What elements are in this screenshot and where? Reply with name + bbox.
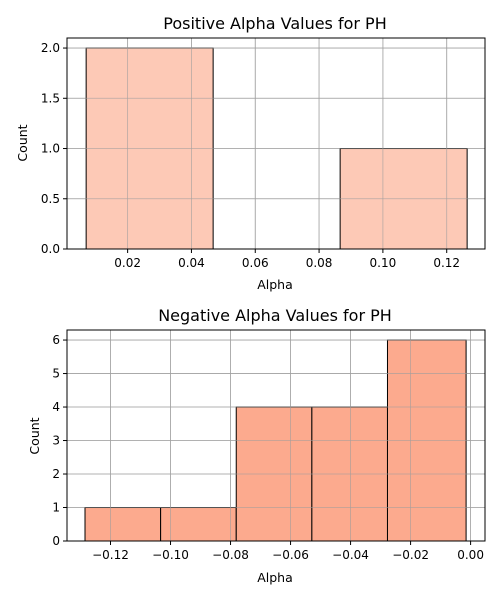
y-tick-label: 1.0 [41,142,60,156]
x-tick-label: 0.06 [242,256,269,270]
x-tick-label: 0.12 [433,256,460,270]
x-tick-label: −0.10 [152,548,189,562]
x-ticks: −0.12 −0.10 −0.08 −0.06 −0.04 −0.02 0.00 [92,541,484,562]
x-tick-label: −0.06 [272,548,309,562]
y-ticks: 0.0 0.5 1.0 1.5 2.0 [41,41,67,256]
y-tick-label: 1.5 [41,91,60,105]
y-ticks: 0 1 2 3 4 5 6 [52,333,67,548]
x-tick-label: 0.08 [306,256,333,270]
x-tick-label: 0.02 [114,256,141,270]
x-axis-label: Alpha [257,570,293,585]
chart-title: Negative Alpha Values for PH [158,306,392,325]
grid-overlay [67,330,485,542]
x-tick-label: −0.04 [332,548,369,562]
x-tick-label: −0.08 [212,548,249,562]
y-axis-label: Count [15,124,30,161]
x-ticks: 0.02 0.04 0.06 0.08 0.10 0.12 [114,249,460,270]
x-tick-label: 0.10 [370,256,397,270]
x-tick-label: 0.00 [457,548,484,562]
y-tick-label: 2.0 [41,41,60,55]
x-tick-label: −0.02 [392,548,429,562]
x-tick-label: 0.04 [178,256,205,270]
chart-title: Positive Alpha Values for PH [163,14,386,33]
x-axis-label: Alpha [257,277,293,292]
y-tick-label: 2 [52,467,60,481]
y-tick-label: 4 [52,400,60,414]
y-tick-label: 0.0 [41,242,60,256]
y-tick-label: 0.5 [41,192,60,206]
y-axis-label: Count [27,417,42,454]
x-tick-label: −0.12 [92,548,129,562]
plot-frame [66,329,486,542]
negative-alpha-chart: Negative Alpha Values for PH −0.12 −0.10−… [27,306,486,585]
bar-1 [160,507,237,542]
y-tick-label: 6 [52,333,60,347]
y-tick-label: 3 [52,434,60,448]
positive-alpha-chart: Positive Alpha Values for PH 0.02 0.04 0.0… [15,14,486,292]
y-tick-label: 1 [52,501,60,515]
y-tick-label: 0 [52,534,60,548]
bar-0 [84,507,162,542]
plot-frame [66,37,486,250]
y-tick-label: 5 [52,367,60,381]
